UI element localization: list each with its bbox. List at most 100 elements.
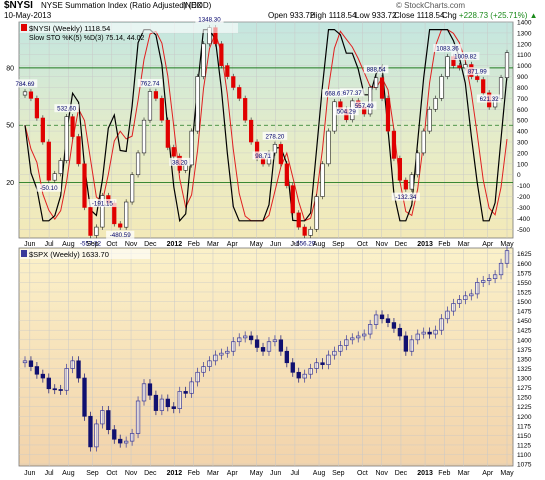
spx-candle: [82, 377, 87, 417]
nysi-candle: [100, 195, 105, 228]
spx-y-tick: 1175: [517, 423, 531, 430]
nysi-candle: [391, 130, 397, 159]
nysi-y-right-tick: 800: [517, 85, 528, 92]
spx-candle: [64, 368, 69, 391]
nysi-candle: [302, 226, 307, 236]
nysi-value-label: 668.62: [325, 91, 344, 98]
nysi-value-label: 504.29: [337, 109, 356, 116]
ohlc-change: Chg +228.73 (+25.71%) ▲: [442, 11, 538, 20]
nysi-candle: [403, 179, 408, 190]
nysi-value-label: 762.74: [140, 80, 159, 87]
spx-candle: [243, 335, 248, 339]
spx-x-tick-label: Nov: [125, 470, 138, 477]
spx-candle: [159, 398, 165, 411]
nysi-value-label-bg: [12, 79, 38, 88]
spx-legend-bg: [20, 249, 150, 259]
nysi-candle: [237, 87, 242, 99]
spx-candle: [445, 310, 450, 320]
spx-candle: [112, 429, 117, 440]
nysi-value-label-bg: [290, 238, 319, 247]
spx-y-tick: 1125: [517, 442, 531, 449]
spx-y-tick: 1300: [517, 376, 532, 383]
spx-candle: [272, 339, 278, 343]
nysi-value-label-bg: [351, 101, 377, 110]
nysi-candle: [481, 79, 486, 94]
spx-candle: [177, 391, 182, 409]
spx-candle: [463, 295, 468, 300]
nysi-value-label: 532.60: [57, 106, 76, 113]
nysi-candle: [76, 136, 81, 165]
nysi-value-label: -480.59: [110, 232, 132, 239]
spx-x-tick-label: Oct: [357, 470, 368, 477]
nysi-y-right-tick: 900: [517, 74, 528, 81]
nysi-candle: [64, 116, 69, 161]
nysi-candle: [475, 76, 480, 80]
nysi-value-label: 38.20: [172, 159, 188, 166]
nysi-marks: 784.69 -50.10 532.60 -557.32 -191.15 -480.59 7…: [12, 15, 510, 247]
spx-candle: [367, 324, 373, 335]
spx-y-tick: 1625: [517, 251, 532, 258]
spx-candle: [231, 341, 236, 352]
nysi-x-tick-label: Jun: [270, 241, 281, 248]
nysi-y-right-tick: 100: [517, 161, 528, 168]
spx-y-tick: 1475: [517, 309, 532, 316]
spx-candle: [124, 440, 129, 444]
spx-candle: [58, 389, 63, 391]
spx-y-tick: 1150: [517, 433, 531, 440]
spx-candle: [433, 329, 438, 335]
ohlc-open: Open 933.72: [268, 11, 315, 20]
spx-y-tick: 1225: [517, 404, 532, 411]
nysi-candle: [368, 87, 373, 115]
spx-candle: [34, 366, 40, 375]
spx-x-tick-label: Sep: [86, 470, 99, 477]
nysi-candle: [332, 101, 337, 132]
spx-candle: [106, 410, 111, 431]
nysi-value-label-bg: [106, 230, 135, 239]
nysi-value-label: 1348.30: [198, 17, 221, 24]
nysi-candle: [415, 152, 420, 176]
spx-candle: [129, 433, 135, 442]
spx-grid: [19, 248, 513, 466]
spx-candle: [147, 383, 153, 396]
nysi-y-right-tick: 1100: [517, 52, 531, 59]
nysi-candle: [225, 65, 230, 77]
nysi-candle: [52, 173, 57, 181]
nysi-candle: [94, 226, 99, 236]
nysi-candle: [70, 116, 75, 137]
nysi-candle: [314, 196, 319, 230]
spx-candle: [439, 318, 444, 331]
spx-candle: [403, 335, 408, 352]
nysi-value-label: 677.37: [343, 90, 362, 97]
nysi-x-tick-label: Jun: [24, 241, 35, 248]
nysi-candle: [373, 77, 379, 88]
nysi-candle: [34, 98, 40, 119]
nysi-x-tick-label: Jul: [45, 241, 54, 248]
nysi-candle: [243, 98, 248, 121]
spx-candle: [183, 391, 188, 394]
nysi-value-label: -556.29: [294, 240, 316, 247]
nysi-value-label-bg: [363, 65, 389, 74]
nysi-value-label-bg: [36, 183, 62, 192]
nysi-x-tick-label: Aug: [62, 241, 75, 248]
spx-x-tick-label: Oct: [106, 470, 117, 477]
spx-candle: [451, 303, 456, 312]
nysi-value-label-bg: [195, 15, 224, 24]
nysi-candle: [278, 144, 283, 165]
nysi-value-label: 278.20: [265, 133, 284, 140]
nysi-candle: [118, 223, 123, 228]
spx-y-tick: 1250: [517, 395, 532, 402]
spx-candle: [362, 333, 367, 337]
spx-x-tick-label: Jun: [270, 470, 281, 477]
nysi-x-tick-label: Apr: [227, 241, 239, 248]
spx-y-tick: 1575: [517, 270, 532, 277]
nysi-value-label: 871.99: [468, 69, 487, 76]
nysi-x-tick-label: Mar: [458, 241, 471, 248]
spx-candle: [135, 400, 141, 434]
nysi-y-right-tick: 500: [517, 118, 528, 125]
nysi-value-label-bg: [54, 104, 79, 113]
nysi-value-label: 888.54: [367, 67, 386, 74]
spx-x-tick-label: 2013: [417, 470, 433, 477]
nysi-x-tick-label: Oct: [357, 241, 368, 248]
spx-y-tick: 1350: [517, 356, 532, 363]
